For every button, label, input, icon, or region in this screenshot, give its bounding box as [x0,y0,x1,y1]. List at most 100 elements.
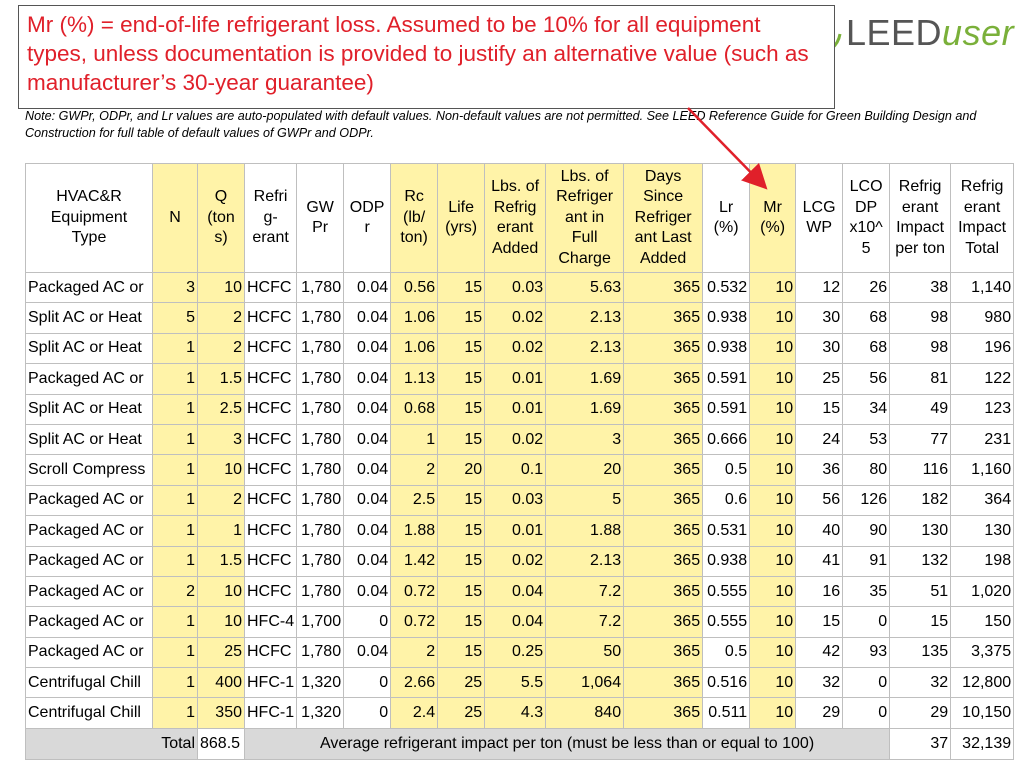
cell: 0.04 [343,363,392,395]
cell: 1,064 [545,667,625,699]
cell: 3,375 [950,636,1015,669]
cell: 365 [623,545,704,577]
cell: 1.88 [390,515,439,547]
cell: 1 [152,697,198,729]
cell: 1,780 [296,575,345,608]
cell: 98 [889,302,952,334]
cell: 1,140 [950,271,1015,304]
cell: 0.02 [484,332,547,365]
data-row: Scroll Compress 1 10 HCFC 1,780 0.04 2 20 0.1 20 3… [25,454,1015,486]
cell: 25 [437,697,486,729]
cell: 1,020 [950,575,1015,608]
cell: 15 [437,363,486,395]
cell: 10 [197,606,245,638]
cell: 42 [795,636,844,669]
cell: 7.2 [545,606,625,638]
header-cell: GW Pr [296,163,345,273]
cell: 25 [197,636,245,669]
cell: 80 [842,454,891,486]
data-row: Packaged AC or 1 2 HCFC 1,780 0.04 2.5 15 0.03 5 3… [25,484,1015,517]
cell: 5.63 [545,271,625,304]
cell: 16 [795,575,844,608]
cell: 0.56 [390,271,439,304]
cell: 0.04 [343,423,392,456]
data-row: Split AC or Heat 1 2.5 HCFC 1,780 0.04 0.68 15 0… [25,393,1015,425]
cell: 5 [152,302,198,334]
cell: 15 [437,423,486,456]
cell: 1,780 [296,484,345,517]
cell: 2.5 [390,484,439,517]
cell: 0.04 [343,454,392,486]
cell: Packaged AC or [25,515,153,547]
cell: 365 [623,454,704,486]
cell: 0.666 [702,423,751,456]
logo-leed: LEED [846,12,943,53]
average-value: 37 [889,727,952,760]
cell: 10 [749,363,797,395]
header-cell: N [152,163,198,273]
cell: 840 [545,697,625,729]
cell: HCFC [243,484,298,517]
cell: 116 [889,454,952,486]
cell: 130 [950,515,1015,547]
cell: 1 [152,667,198,699]
cell: 0.555 [702,606,751,638]
cell: 51 [889,575,952,608]
cell: 0.72 [390,575,439,608]
cell: 32 [889,667,952,699]
cell: 1,320 [296,667,345,699]
note: Note: GWPr, ODPr, and Lr values are auto… [25,109,977,140]
cell: 10 [197,454,245,486]
cell: 1 [152,363,198,395]
cell: 0 [343,667,392,699]
cell: 0.938 [702,545,751,577]
cell: 1.69 [545,393,625,425]
cell: HCFC [243,575,298,608]
cell: 0.04 [343,302,392,334]
cell: 132 [889,545,952,577]
total-sum: 32,139 [950,727,1015,760]
cell: 0 [842,697,891,729]
logo: LEEDuser [808,5,1024,58]
cell: 5.5 [484,667,547,699]
cell: HCFC [243,302,298,334]
cell: 10 [749,423,797,456]
data-row: Packaged AC or 1 1.5 HCFC 1,780 0.04 1.13 15 0.0… [25,363,1015,395]
cell: 10 [749,515,797,547]
cell: HCFC [243,454,298,486]
header-cell: Refrig erant Impact per ton [889,163,952,273]
cell: HFC-1 [243,667,298,699]
cell: 35 [842,575,891,608]
cell: 0.938 [702,302,751,334]
cell: 3 [152,271,198,304]
cell: Centrifugal Chill [25,697,153,729]
cell: 15 [437,545,486,577]
cell: 365 [623,515,704,547]
cell: 20 [545,454,625,486]
header-row: HVAC&R Equipment Type N Q (ton s) Refri g- … [25,163,1015,273]
cell: Packaged AC or [25,636,153,669]
cell: 1.5 [197,545,245,577]
cell: 56 [842,363,891,395]
cell: 15 [437,393,486,425]
cell: 36 [795,454,844,486]
cell: HCFC [243,636,298,669]
header-cell: Lbs. of Refrig erant Added [484,163,547,273]
cell: 0.01 [484,393,547,425]
cell: Packaged AC or [25,575,153,608]
cell: 25 [795,363,844,395]
cell: 2.13 [545,302,625,334]
data-row: Packaged AC or 1 1 HCFC 1,780 0.04 1.88 15 0.01 1… [25,515,1015,547]
cell: 90 [842,515,891,547]
cell: 123 [950,393,1015,425]
cell: Packaged AC or [25,606,153,638]
cell: 10 [749,545,797,577]
cell: 1 [152,393,198,425]
cell: 0 [842,606,891,638]
cell: 1,780 [296,363,345,395]
cell: 2 [390,454,439,486]
cell: 24 [795,423,844,456]
cell: Packaged AC or [25,484,153,517]
cell: 150 [950,606,1015,638]
cell: 15 [437,302,486,334]
